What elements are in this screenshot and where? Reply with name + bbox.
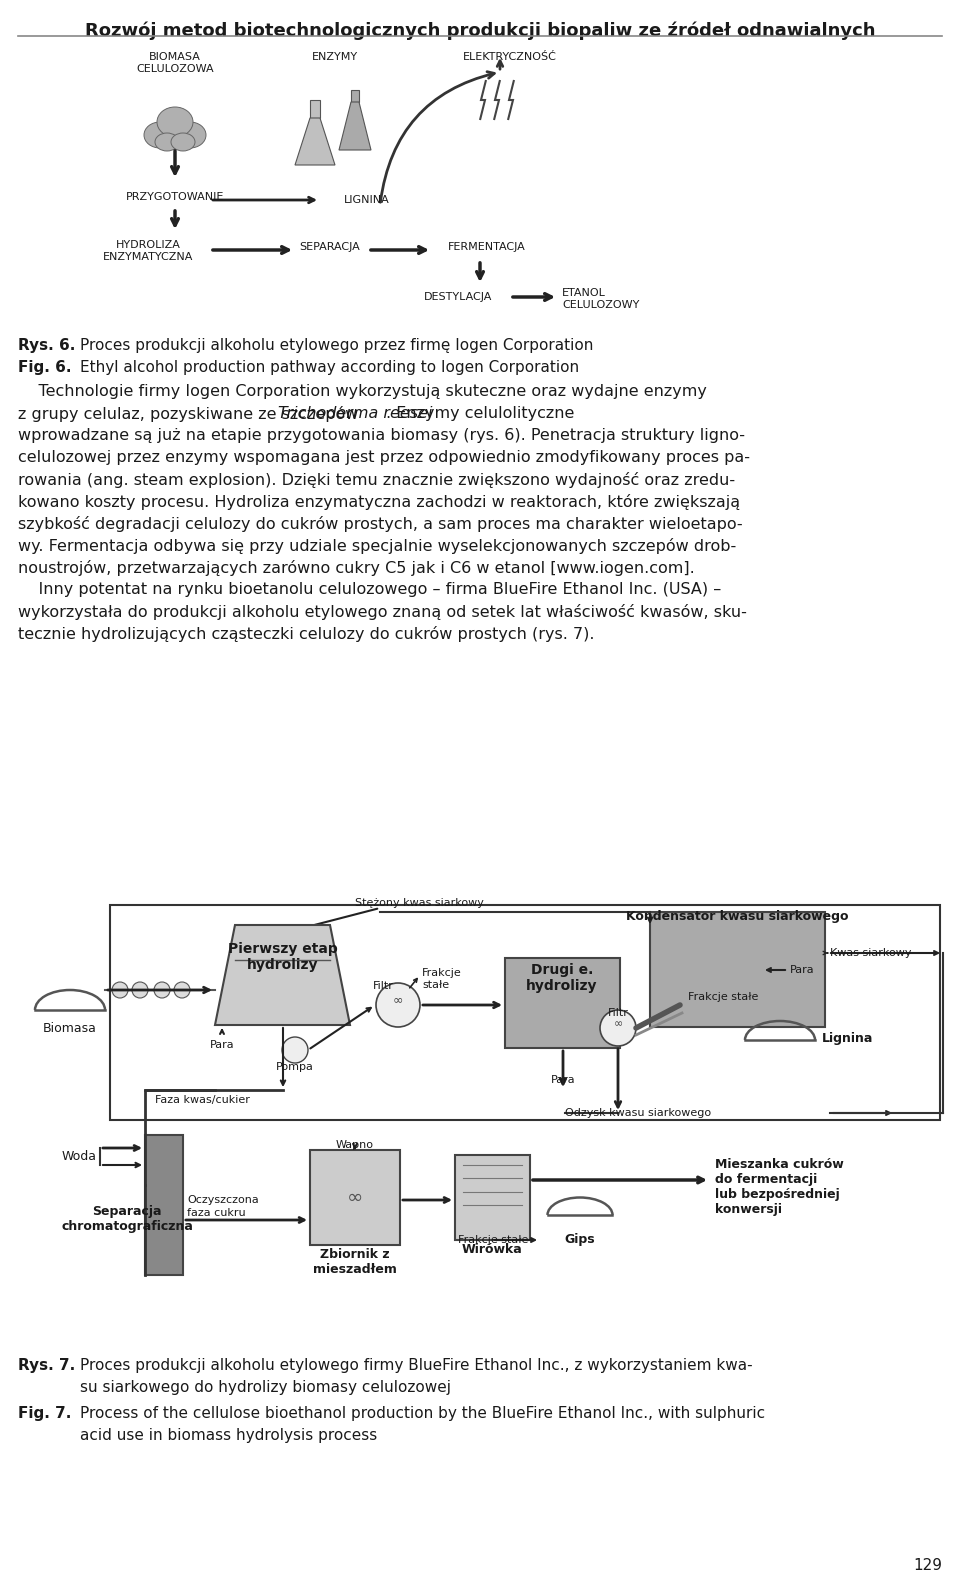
Text: Rozwój metod biotechnologicznych produkcji biopaliw ze źródeł odnawialnych: Rozwój metod biotechnologicznych produkc… — [84, 22, 876, 41]
Text: Wapno: Wapno — [336, 1140, 374, 1150]
Circle shape — [154, 982, 170, 998]
FancyBboxPatch shape — [351, 90, 359, 103]
Text: su siarkowego do hydrolizy biomasy celulozowej: su siarkowego do hydrolizy biomasy celul… — [80, 1380, 451, 1396]
Text: Frakcje
stałe: Frakcje stałe — [422, 968, 462, 990]
Polygon shape — [339, 103, 371, 150]
Text: wykorzystała do produkcji alkoholu etylowego znaną od setek lat właściwość kwasó: wykorzystała do produkcji alkoholu etylo… — [18, 604, 747, 620]
Text: DESTYLACJA: DESTYLACJA — [423, 292, 492, 303]
Text: Filtr: Filtr — [608, 1008, 629, 1019]
Polygon shape — [295, 118, 335, 166]
Text: Frakcje stałe: Frakcje stałe — [458, 1235, 528, 1244]
Text: Technologie firmy Iogen Corporation wykorzystują skuteczne oraz wydajne enzymy: Technologie firmy Iogen Corporation wyko… — [18, 385, 707, 399]
Text: Faza kwas/cukier: Faza kwas/cukier — [155, 1094, 250, 1105]
Bar — [145, 1135, 183, 1274]
Text: Rys. 7.: Rys. 7. — [18, 1358, 75, 1374]
Text: Wirówka: Wirówka — [462, 1243, 522, 1255]
Text: Zbiornik z
mieszadłem: Zbiornik z mieszadłem — [313, 1247, 396, 1276]
Circle shape — [132, 982, 148, 998]
Text: Kwas siarkowy: Kwas siarkowy — [830, 948, 911, 957]
Text: Inny potentat na rynku bioetanolu celulozowego – firma BlueFire Ethanol Inc. (US: Inny potentat na rynku bioetanolu celulo… — [18, 582, 721, 598]
Text: Rys. 6.: Rys. 6. — [18, 337, 76, 353]
Circle shape — [376, 982, 420, 1027]
Text: Mieszanka cukrów
do fermentacji
lub bezpośredniej
konwersji: Mieszanka cukrów do fermentacji lub bezp… — [715, 1158, 844, 1216]
Text: LIGNINA: LIGNINA — [344, 196, 390, 205]
Text: Separacja
chromatograficzna: Separacja chromatograficzna — [61, 1205, 193, 1233]
Text: Trichoderma reesei: Trichoderma reesei — [278, 405, 433, 421]
Text: ∞: ∞ — [347, 1187, 363, 1206]
Text: Para: Para — [209, 1039, 234, 1050]
Text: z grupy celulaz, pozyskiwane ze szczepów: z grupy celulaz, pozyskiwane ze szczepów — [18, 405, 364, 423]
Ellipse shape — [144, 121, 176, 148]
Text: Woda: Woda — [62, 1150, 97, 1162]
Text: SEPARACJA: SEPARACJA — [300, 241, 360, 252]
Circle shape — [112, 982, 128, 998]
FancyBboxPatch shape — [310, 99, 320, 118]
Bar — [505, 957, 620, 1049]
Text: ∞: ∞ — [613, 1019, 623, 1030]
FancyArrowPatch shape — [380, 71, 494, 202]
Text: Pierwszy etap
hydrolizy: Pierwszy etap hydrolizy — [228, 941, 338, 971]
Bar — [650, 912, 825, 1027]
Text: Filtr: Filtr — [372, 981, 394, 990]
Polygon shape — [215, 926, 350, 1025]
Text: rowania (ang. steam explosion). Dzięki temu znacznie zwiększono wydajność oraz z: rowania (ang. steam explosion). Dzięki t… — [18, 472, 735, 487]
Bar — [110, 905, 940, 1120]
Text: Odzysk kwasu siarkowego: Odzysk kwasu siarkowego — [565, 1109, 711, 1118]
Circle shape — [282, 1038, 308, 1063]
Text: celulozowej przez enzymy wspomagana jest przez odpowiednio zmodyfikowany proces : celulozowej przez enzymy wspomagana jest… — [18, 449, 750, 465]
Text: Kondensator kwasu siarkowego: Kondensator kwasu siarkowego — [626, 910, 849, 923]
Text: FERMENTACJA: FERMENTACJA — [448, 241, 526, 252]
Text: HYDROLIZA
ENZYMATYCZNA: HYDROLIZA ENZYMATYCZNA — [103, 240, 193, 262]
Text: Biomasa: Biomasa — [43, 1022, 97, 1035]
Text: ETANOL
CELULOZOWY: ETANOL CELULOZOWY — [562, 289, 639, 309]
Text: Fig. 7.: Fig. 7. — [18, 1407, 71, 1421]
Text: ELEKTRYCZNOŚĆ: ELEKTRYCZNOŚĆ — [463, 52, 557, 62]
Text: Process of the cellulose bioethanol production by the BlueFire Ethanol Inc., wit: Process of the cellulose bioethanol prod… — [80, 1407, 765, 1421]
Text: PRZYGOTOWANIE: PRZYGOTOWANIE — [126, 192, 225, 202]
Text: BIOMASA
CELULOZOWA: BIOMASA CELULOZOWA — [136, 52, 214, 74]
Text: Para: Para — [790, 965, 815, 975]
Text: Frakcje stałe: Frakcje stałe — [688, 992, 758, 1001]
Text: kowano koszty procesu. Hydroliza enzymatyczna zachodzi w reaktorach, które zwięk: kowano koszty procesu. Hydroliza enzymat… — [18, 494, 740, 509]
Text: szybkość degradacji celulozy do cukrów prostych, a sam proces ma charakter wielo: szybkość degradacji celulozy do cukrów p… — [18, 516, 743, 531]
Circle shape — [174, 982, 190, 998]
Text: acid use in biomass hydrolysis process: acid use in biomass hydrolysis process — [80, 1429, 377, 1443]
Text: noustrojów, przetwarzających zarówno cukry C5 jak i C6 w etanol [www.iogen.com].: noustrojów, przetwarzających zarówno cuk… — [18, 560, 695, 576]
Ellipse shape — [155, 132, 179, 151]
Text: faza cukru: faza cukru — [187, 1208, 246, 1217]
Text: 129: 129 — [913, 1558, 942, 1572]
Ellipse shape — [171, 132, 195, 151]
Text: Proces produkcji alkoholu etylowego firmy BlueFire Ethanol Inc., z wykorzystanie: Proces produkcji alkoholu etylowego firm… — [80, 1358, 753, 1374]
Text: Gips: Gips — [564, 1233, 595, 1246]
Text: ∞: ∞ — [393, 994, 403, 1006]
Text: Lignina: Lignina — [822, 1031, 874, 1046]
Ellipse shape — [157, 107, 193, 137]
Bar — [310, 1150, 400, 1244]
Text: Pompa: Pompa — [276, 1061, 314, 1072]
Text: Fig. 6.: Fig. 6. — [18, 360, 71, 375]
Text: wprowadzane są już na etapie przygotowania biomasy (rys. 6). Penetracja struktur: wprowadzane są już na etapie przygotowan… — [18, 427, 745, 443]
Text: Proces produkcji alkoholu etylowego przez firmę Iogen Corporation: Proces produkcji alkoholu etylowego prze… — [80, 337, 593, 353]
Text: . Enzymy celulolityczne: . Enzymy celulolityczne — [386, 405, 575, 421]
Text: Drugi e.
hydrolizy: Drugi e. hydrolizy — [526, 964, 598, 994]
Ellipse shape — [174, 121, 206, 148]
Bar — [455, 1154, 530, 1240]
Text: tecznie hydrolizujących cząsteczki celulozy do cukrów prostych (rys. 7).: tecznie hydrolizujących cząsteczki celul… — [18, 626, 594, 642]
Text: wy. Fermentacja odbywa się przy udziale specjalnie wyselekcjonowanych szczepów d: wy. Fermentacja odbywa się przy udziale … — [18, 538, 736, 554]
Text: ENZYMY: ENZYMY — [312, 52, 358, 62]
Text: Stężony kwas siarkowy: Stężony kwas siarkowy — [355, 897, 484, 908]
Text: Oczyszczona: Oczyszczona — [187, 1195, 259, 1205]
Text: Para: Para — [551, 1076, 575, 1085]
Circle shape — [600, 1009, 636, 1046]
Text: Ethyl alcohol production pathway according to Iogen Corporation: Ethyl alcohol production pathway accordi… — [80, 360, 579, 375]
